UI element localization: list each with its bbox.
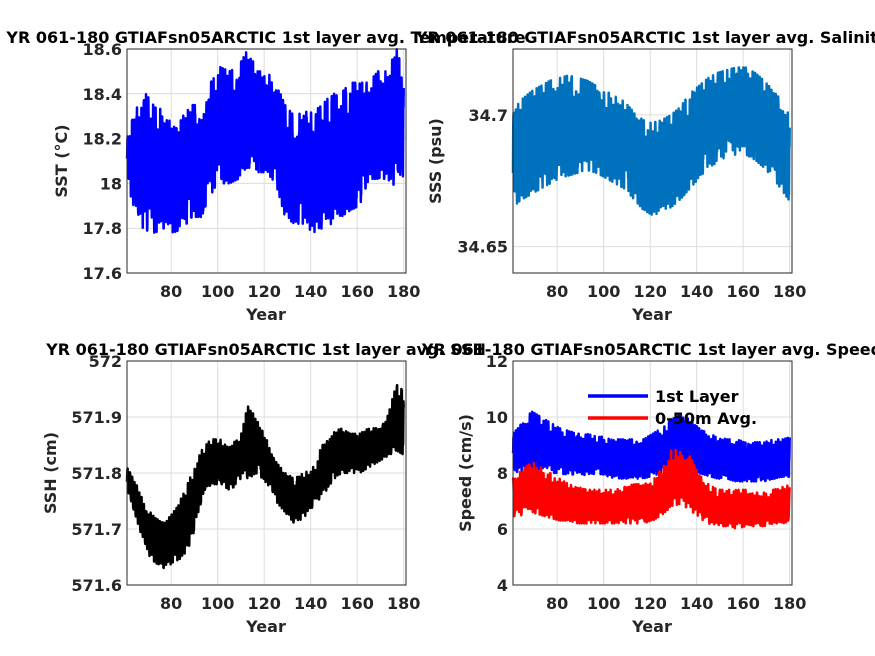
speed-axes-outline [512, 360, 793, 586]
sss-x-tick-label: 180 [773, 282, 806, 301]
ssh-panel: 80 100 120 140 160 180 571.6571.7571.8571.957… [41, 340, 486, 636]
speed-x-label: Year [631, 617, 672, 636]
speed-y-tick-label: 4 [497, 576, 508, 595]
speed-y-tick-label: 10 [486, 408, 508, 427]
sss-y-tick-label: 34.7 [469, 106, 508, 125]
ssh-series-layer [125, 383, 405, 570]
speed-y-tick-label: 12 [486, 352, 508, 371]
sst-y-tick-label: 18.4 [83, 85, 122, 104]
sss-axes-outline [512, 48, 793, 274]
sst-y-label: SST (°C) [52, 124, 71, 197]
speed-x-tick-label: 160 [726, 594, 759, 613]
sss-y-ticks: 34.65 34.7 [457, 106, 508, 257]
ssh-x-tick-label: 140 [294, 594, 327, 613]
speed-series-line-0-50m-avg- [511, 448, 791, 530]
sst-x-label: Year [245, 305, 286, 324]
sss-x-tick-label: 120 [633, 282, 666, 301]
ssh-y-tick-label: 571.7 [71, 520, 122, 539]
sss-x-tick-label: 100 [587, 282, 620, 301]
sst-title: YR 061-180 GTIAFsn05ARCTIC 1st layer avg… [5, 28, 525, 47]
speed-x-ticks: 80 100 120 140 160 180 [546, 594, 806, 613]
ssh-y-tick-label: 571.9 [71, 408, 122, 427]
speed-legend: 1st Layer 0-50m Avg. [588, 387, 757, 428]
sss-x-label: Year [631, 305, 672, 324]
speed-title: YR 061-180 GTIAFsn05ARCTIC 1st layer avg… [421, 340, 875, 359]
ssh-series-line [125, 383, 405, 570]
sst-y-tick-label: 17.6 [83, 264, 122, 283]
ssh-x-label: Year [245, 617, 286, 636]
sst-y-tick-label: 18 [100, 174, 122, 193]
sst-y-tick-label: 18.2 [83, 130, 122, 149]
sst-x-ticks: 80 100 120 140 160 180 [160, 282, 420, 301]
sss-title: YR 061-180 GTIAFsn05ARCTIC 1st layer avg… [415, 28, 875, 47]
speed-y-label: Speed (cm/s) [456, 414, 475, 532]
sst-y-tick-label: 17.8 [83, 219, 122, 238]
speed-x-tick-label: 140 [680, 594, 713, 613]
sst-y-tick-label: 18.6 [83, 40, 122, 59]
sst-series-layer [125, 47, 405, 234]
sss-y-tick-label: 34.65 [457, 238, 508, 257]
ssh-axes-outline [126, 360, 407, 586]
sss-panel: 80 100 120 140 160 180 34.65 34.7 YR 061-180 G… [415, 28, 875, 324]
ssh-x-ticks: 80 100 120 140 160 180 [160, 594, 420, 613]
ssh-title: YR 061-180 GTIAFsn05ARCTIC 1st layer avg… [45, 340, 486, 359]
ssh-y-label: SSH (cm) [41, 432, 60, 514]
legend-label-1st-layer: 1st Layer [655, 387, 739, 406]
sss-x-tick-label: 80 [546, 282, 568, 301]
speed-x-tick-label: 120 [633, 594, 666, 613]
sss-x-tick-label: 140 [680, 282, 713, 301]
legend-label-0-50m-avg: 0-50m Avg. [655, 409, 757, 428]
sss-y-label: SSS (psu) [426, 118, 445, 204]
sss-x-tick-label: 160 [726, 282, 759, 301]
sst-x-tick-label: 180 [387, 282, 420, 301]
speed-series-line-1st-layer [511, 410, 791, 483]
speed-panel: 80 100 120 140 160 180 4 6 8 10 12 1st Layer 0-50… [421, 340, 875, 636]
speed-x-tick-label: 80 [546, 594, 568, 613]
ssh-x-tick-label: 120 [247, 594, 280, 613]
ssh-y-tick-label: 571.8 [71, 464, 122, 483]
sst-x-tick-label: 140 [294, 282, 327, 301]
sss-series-layer [511, 66, 791, 216]
speed-x-tick-label: 180 [773, 594, 806, 613]
sss-series-line [511, 66, 791, 216]
sst-series-line [125, 47, 405, 234]
sst-axes-outline [126, 48, 407, 274]
ssh-y-tick-label: 571.6 [71, 576, 122, 595]
ssh-x-tick-label: 180 [387, 594, 420, 613]
ssh-y-ticks: 571.6 571.7 571.8 571.9 572 [71, 352, 122, 595]
ssh-x-tick-label: 80 [160, 594, 182, 613]
sst-panel: 80 100 120 140 160 180 17.6 17.8 18 18.2 18.4 18.6… [5, 28, 525, 324]
sst-x-tick-label: 120 [247, 282, 280, 301]
sst-x-tick-label: 100 [201, 282, 234, 301]
ssh-y-tick-label: 572 [89, 352, 122, 371]
sss-x-ticks: 80 100 120 140 160 180 [546, 282, 806, 301]
speed-y-ticks: 4 6 8 10 12 [486, 352, 508, 595]
ssh-x-tick-label: 100 [201, 594, 234, 613]
sst-y-ticks: 17.6 17.8 18 18.2 18.4 18.6 [83, 40, 122, 283]
speed-series-layer [511, 410, 791, 530]
speed-y-tick-label: 6 [497, 520, 508, 539]
ssh-x-tick-label: 160 [340, 594, 373, 613]
sst-x-tick-label: 80 [160, 282, 182, 301]
speed-x-tick-label: 100 [587, 594, 620, 613]
speed-y-tick-label: 8 [497, 464, 508, 483]
sst-x-tick-label: 160 [340, 282, 373, 301]
